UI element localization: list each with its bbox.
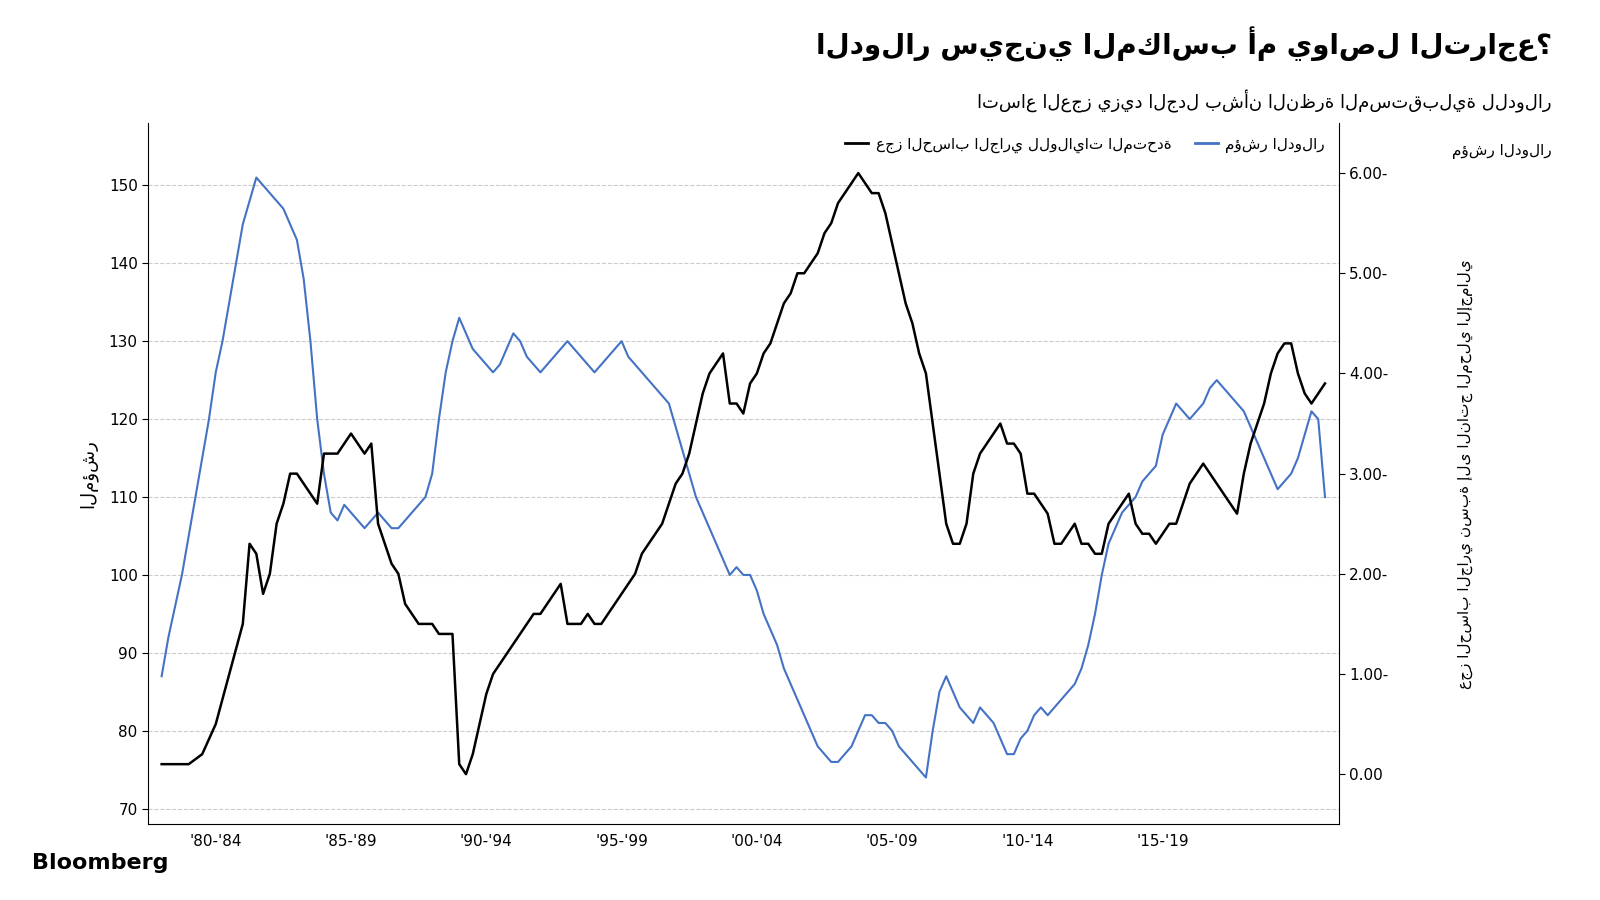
Text: مؤشر الدولار: مؤشر الدولار [1453,144,1552,159]
Y-axis label: عجز الحساب الجاري نسبة إلى الناتج المحلي الإجمالي: عجز الحساب الجاري نسبة إلى الناتج المحلي… [1458,259,1474,688]
Text: Bloomberg: Bloomberg [32,853,168,873]
Text: الدولار سيجني المكاسب أم يواصل التراجع؟: الدولار سيجني المكاسب أم يواصل التراجع؟ [816,27,1552,62]
Legend: عجز الحساب الجاري للولايات المتحدة, مؤشر الدولار: عجز الحساب الجاري للولايات المتحدة, مؤشر… [840,130,1331,159]
Y-axis label: المؤشر: المؤشر [78,439,98,508]
Text: اتساع العجز يزيد الجدل بشأن النظرة المستقبلية للدولار: اتساع العجز يزيد الجدل بشأن النظرة المست… [978,90,1552,113]
